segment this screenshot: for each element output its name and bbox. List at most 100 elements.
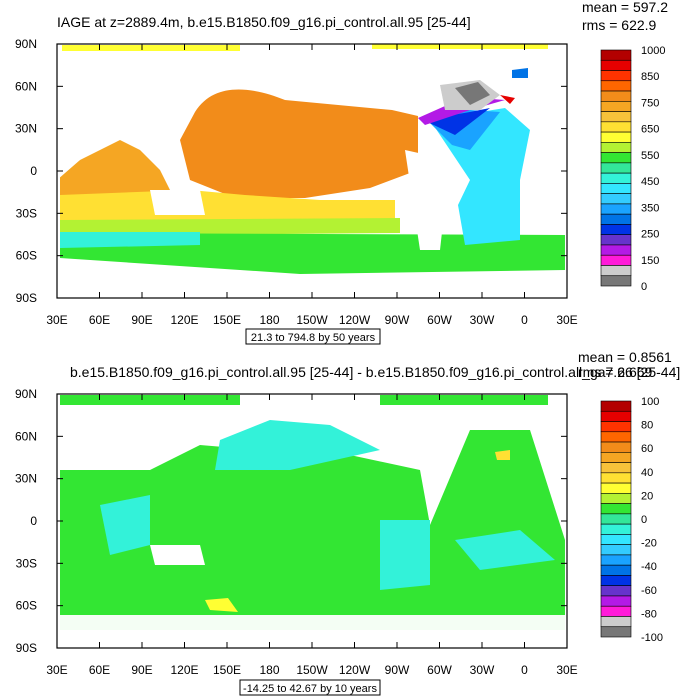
- y-tick-label: 90N: [15, 37, 37, 51]
- y-tick-label: 60N: [15, 429, 37, 443]
- colorbar-swatch: [600, 244, 632, 256]
- southern-yellow: [60, 190, 395, 222]
- panel2-map-field: [57, 395, 567, 648]
- x-tick-label: 0: [521, 313, 528, 327]
- x-tick-label: 30W: [470, 313, 495, 327]
- colorbar-swatch: [600, 410, 632, 422]
- x-tick-label: 120E: [170, 313, 198, 327]
- colorbar-label: 350: [641, 202, 659, 214]
- panel2-contour-info: -14.25 to 42.67 by 10 years: [243, 683, 377, 695]
- x-tick-label: 120E: [170, 663, 198, 677]
- colorbar-swatch: [600, 462, 632, 474]
- colorbar-swatch: [600, 626, 632, 638]
- colorbar-swatch: [600, 421, 632, 433]
- colorbar-label: 150: [641, 255, 659, 267]
- panel1-info-box: [245, 328, 381, 345]
- colorbar-swatch: [600, 605, 632, 617]
- land-australia: [150, 190, 205, 215]
- colorbar-label: -100: [641, 632, 663, 644]
- land-south-america: [405, 150, 450, 250]
- panel1-rms: rms = 622.9: [582, 17, 657, 33]
- colorbar-swatch: [600, 265, 632, 277]
- x-tick-label: 120W: [339, 663, 371, 677]
- arctic-strip: [62, 45, 240, 51]
- colorbar-label: -20: [641, 538, 657, 550]
- panel1-x-ticks: 30E 60E 90E 120E 150E 180 150W 120W 90W 60W 30W 0 30…: [46, 44, 578, 327]
- colorbar-swatch: [600, 275, 632, 287]
- colorbar-label: 650: [641, 124, 659, 136]
- colorbar-swatch: [600, 121, 632, 133]
- x-tick-label: 30W: [470, 663, 495, 677]
- panel1-map-field: [57, 44, 567, 298]
- colorbar-label: 80: [641, 420, 653, 432]
- y-tick-label: 90S: [16, 641, 37, 655]
- colorbar-swatch: [600, 400, 632, 412]
- panel2-info-box: [239, 679, 381, 696]
- colorbar-swatch: [600, 203, 632, 215]
- x-tick-label: 60W: [427, 663, 452, 677]
- x-tick-label: 30E: [556, 663, 577, 677]
- diff-aqua-patch-3: [455, 530, 555, 570]
- colorbar-label: 40: [641, 467, 653, 479]
- colorbar-label: 0: [641, 281, 647, 293]
- colorbar-swatch: [600, 49, 632, 61]
- colorbar-label: 450: [641, 176, 659, 188]
- y-tick-label: 90S: [16, 291, 37, 305]
- y-tick-label: 30S: [16, 556, 37, 570]
- y-tick-label: 30N: [15, 122, 37, 136]
- x-tick-label: 90W: [385, 313, 410, 327]
- colorbar-swatch: [600, 254, 632, 266]
- land-africa: [57, 60, 100, 180]
- diff-yellow-hotspot: [205, 598, 238, 612]
- colorbar-swatch: [600, 523, 632, 535]
- colorbar-swatch: [600, 595, 632, 607]
- colorbar-swatch: [600, 70, 632, 82]
- diff-green-field: [60, 395, 240, 405]
- atlantic-darkblue: [423, 108, 490, 135]
- panel2-rms: rms = 2.669: [578, 364, 653, 380]
- southern-aqua: [60, 232, 200, 248]
- y-tick-label: 60S: [16, 249, 37, 263]
- colorbar-swatch: [600, 554, 632, 566]
- colorbar-swatch: [600, 431, 632, 443]
- colorbar-swatch: [600, 616, 632, 628]
- colorbar-label: -60: [641, 585, 657, 597]
- nordic-blue: [512, 68, 528, 78]
- diff-land-antarctica: [57, 615, 567, 648]
- panel2-x-ticks: 30E 60E 90E 120E 150E 180 150W 120W 90W 60W 30W 0 30…: [46, 394, 578, 677]
- colorbar-swatch: [600, 575, 632, 586]
- colorbar-swatch: [600, 193, 632, 205]
- panel2-mean: mean = 0.8561: [578, 349, 672, 365]
- x-tick-label: 30E: [46, 663, 67, 677]
- pacific-orange: [180, 89, 418, 198]
- x-tick-label: 0: [521, 663, 528, 677]
- colorbar-label: 1000: [641, 45, 665, 57]
- colorbar-label: 60: [641, 443, 653, 455]
- colorbar-swatch: [600, 224, 632, 235]
- colorbar-swatch: [600, 152, 632, 164]
- x-tick-label: 90E: [131, 663, 152, 677]
- diff-ocean: [60, 430, 565, 630]
- diff-north-pacific: [215, 420, 380, 470]
- colorbar-swatch: [600, 80, 632, 92]
- colorbar-label: 550: [641, 150, 659, 162]
- x-tick-label: 150W: [296, 663, 328, 677]
- colorbar-label: 850: [641, 71, 659, 83]
- colorbar-swatch: [600, 544, 632, 556]
- panel2-title: b.e15.B1850.f09_g16.pi_control.all.95 [2…: [70, 364, 680, 380]
- panel-iage: IAGE at z=2889.4m, b.e15.B1850.f09_g16.p…: [15, 0, 668, 345]
- colorbar-label: -80: [641, 608, 657, 620]
- colorbar-swatch: [600, 90, 632, 102]
- panel1-mean: mean = 597.2: [582, 0, 668, 15]
- x-tick-label: 60E: [89, 313, 110, 327]
- diff-aqua-patch-1: [100, 495, 150, 555]
- diff-aqua-patch-2: [380, 520, 430, 590]
- colorbar-swatch: [600, 585, 632, 597]
- diff-land-australia: [150, 545, 205, 565]
- colorbar-swatch: [600, 534, 632, 545]
- southern-lightgreen: [60, 218, 400, 236]
- colorbar-swatch: [600, 213, 632, 225]
- panel1-contour-info: 21.3 to 794.8 by 50 years: [251, 332, 376, 344]
- colorbar-label: 750: [641, 97, 659, 109]
